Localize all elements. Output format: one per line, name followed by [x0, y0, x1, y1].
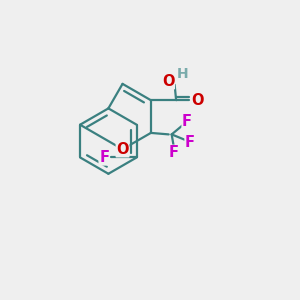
Text: O: O [116, 142, 129, 157]
Text: F: F [169, 145, 179, 160]
Text: O: O [192, 93, 204, 108]
Text: O: O [162, 74, 174, 89]
Text: F: F [185, 135, 195, 150]
Text: F: F [99, 150, 109, 165]
Text: H: H [177, 68, 189, 81]
Text: F: F [182, 114, 192, 129]
